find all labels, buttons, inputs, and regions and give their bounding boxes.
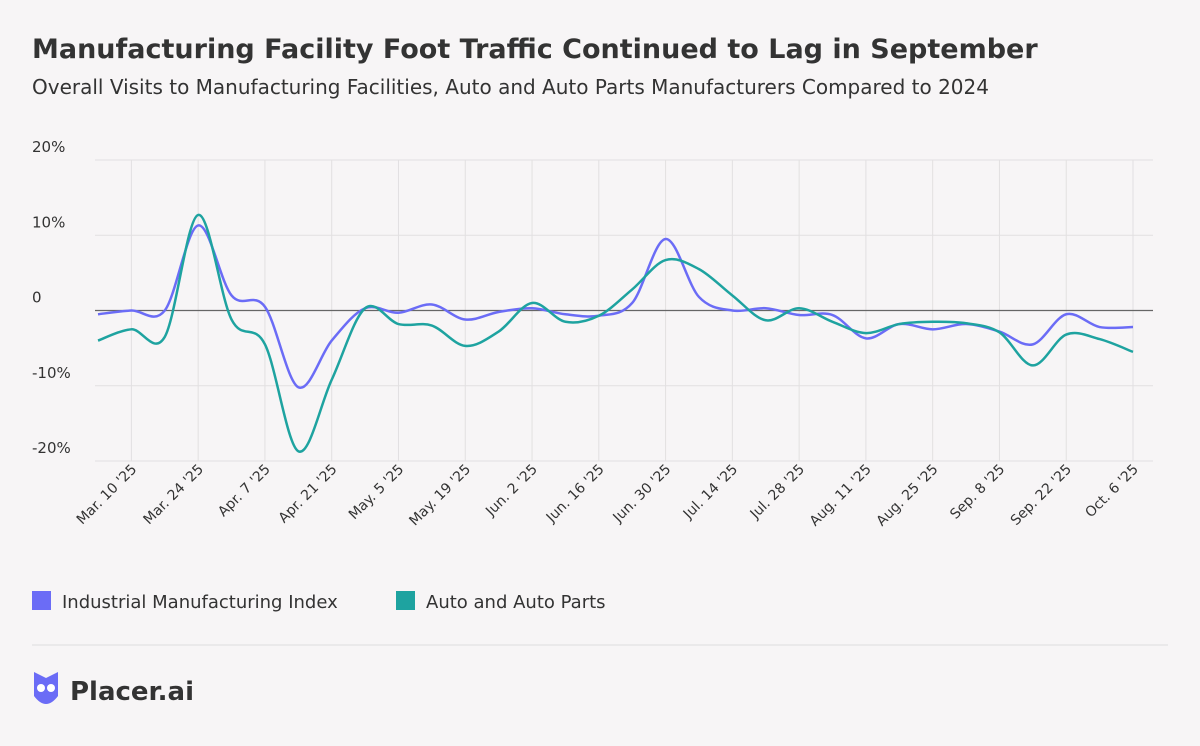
brand: Placer.ai [70,677,194,707]
y-tick-label: -10% [32,364,71,382]
y-tick-label: 10% [32,213,65,231]
legend-label: Auto and Auto Parts [426,592,606,613]
legend-swatch [32,591,51,610]
series-line [97,224,1134,389]
chart-subtitle: Overall Visits to Manufacturing Faciliti… [32,75,989,99]
chart-title: Manufacturing Facility Foot Traffic Cont… [32,34,1038,65]
y-tick-label: -20% [32,439,71,457]
y-tick-label: 0 [32,289,42,307]
y-tick-label: 20% [32,138,65,156]
legend-swatch [396,591,415,610]
series-line [97,213,1134,453]
logo [34,672,58,704]
legend-label: Industrial Manufacturing Index [62,592,338,613]
